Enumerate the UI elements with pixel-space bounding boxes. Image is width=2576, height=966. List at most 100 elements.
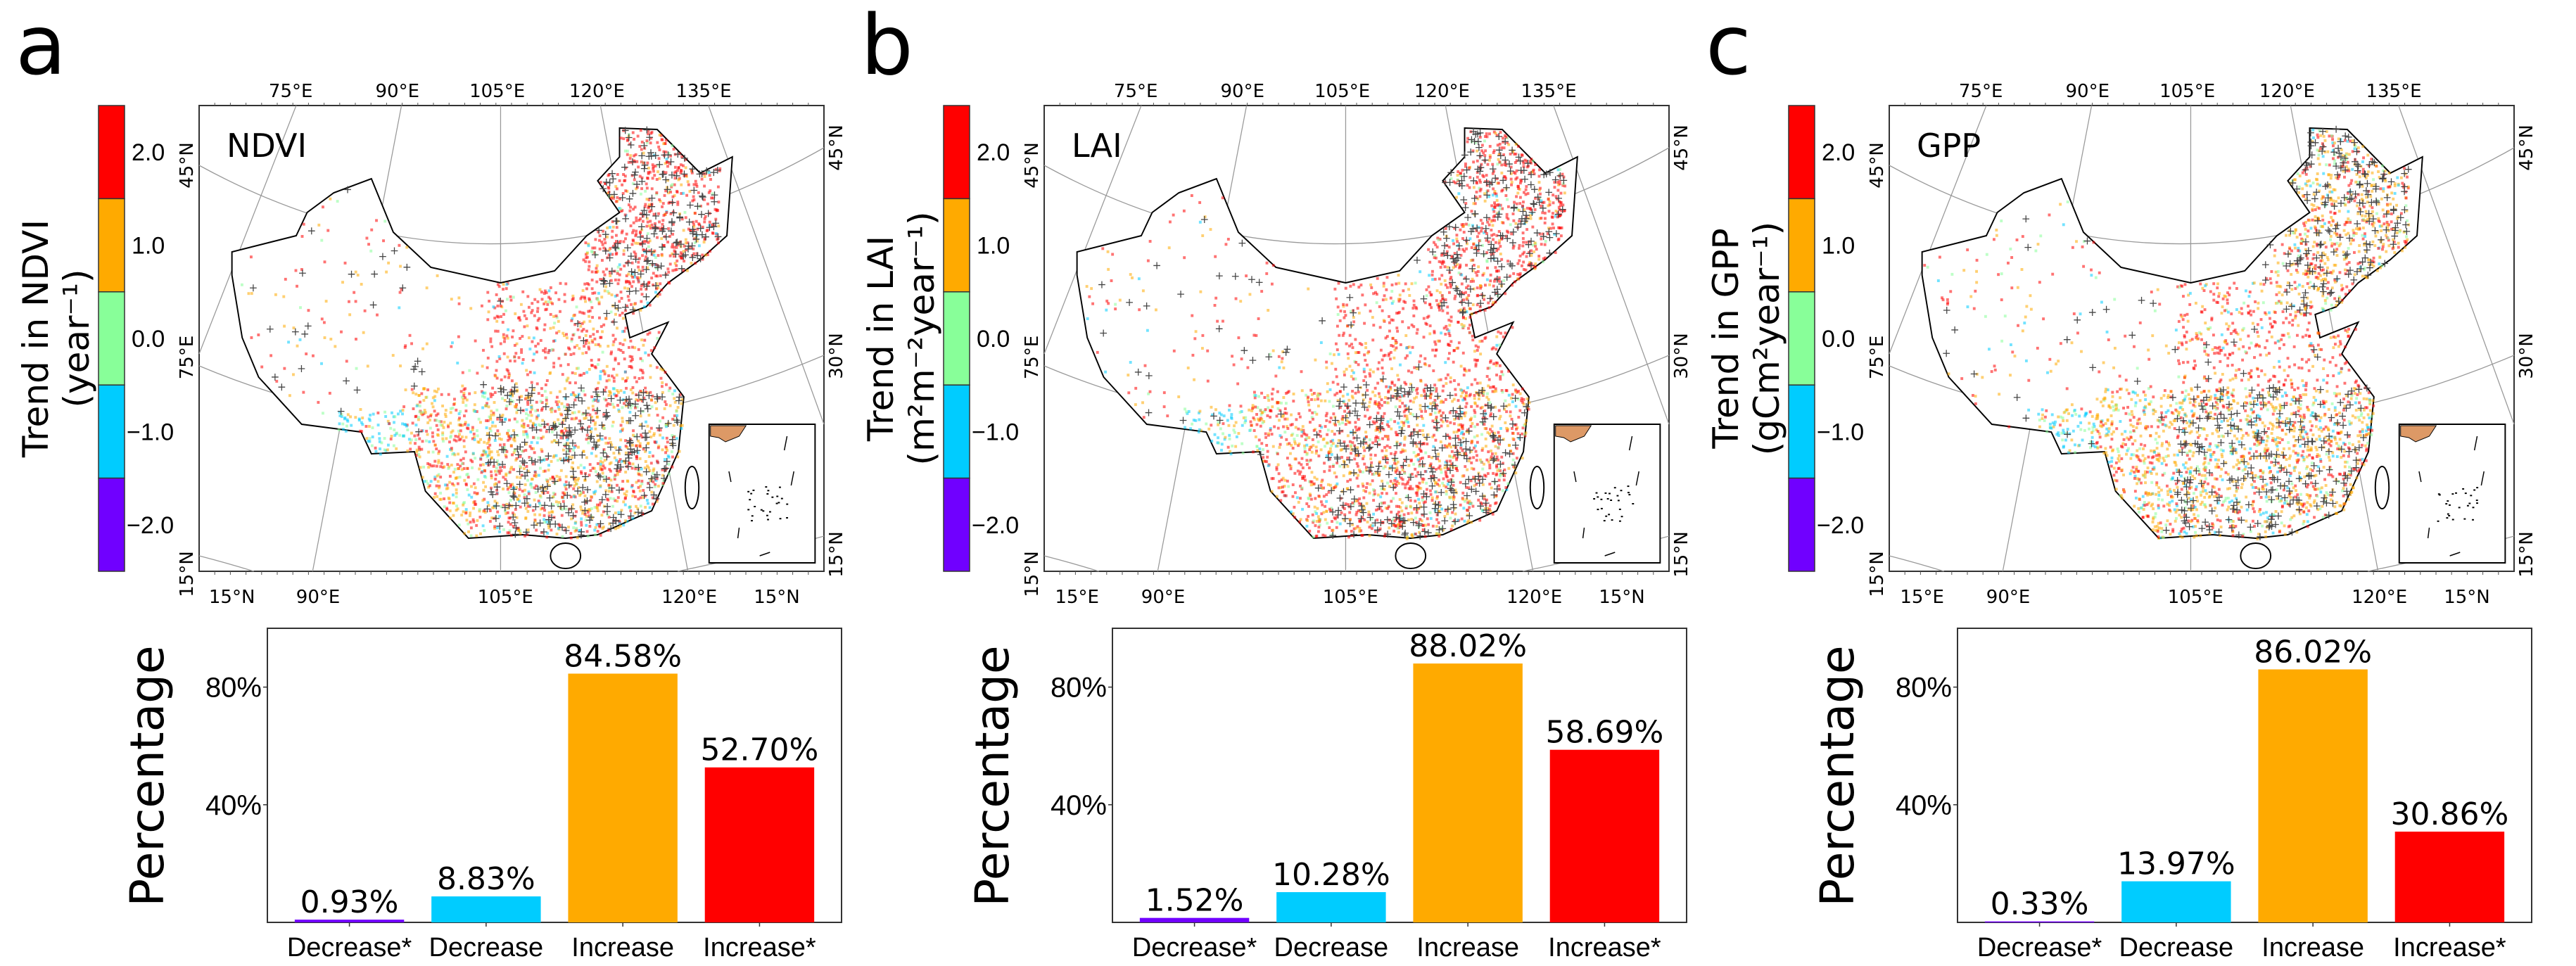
trend-pixel (580, 471, 583, 475)
trend-pixel (500, 505, 503, 509)
significance-cross (511, 383, 519, 391)
trend-pixel (507, 531, 511, 535)
trend-pixel (1457, 417, 1460, 420)
trend-pixel (1446, 286, 1449, 289)
trend-pixel (493, 390, 497, 394)
trend-pixel (1441, 389, 1445, 393)
trend-pixel (1398, 443, 1402, 446)
trend-pixel (652, 433, 656, 437)
trend-pixel (1450, 462, 1454, 466)
trend-pixel (1472, 456, 1476, 459)
trend-pixel (1333, 433, 1336, 436)
significance-cross (638, 152, 646, 160)
trend-pixel (1392, 518, 1395, 521)
trend-pixel (1463, 414, 1466, 418)
trend-pixel (407, 438, 411, 441)
trend-pixel (493, 439, 497, 442)
trend-pixel (450, 431, 453, 434)
trend-pixel (1525, 397, 1529, 400)
trend-pixel (589, 430, 592, 433)
trend-pixel (515, 411, 519, 414)
trend-pixel (1513, 280, 1516, 284)
trend-pixel (572, 314, 576, 317)
trend-pixel (616, 500, 619, 503)
significance-cross (675, 397, 683, 405)
trend-pixel (462, 445, 466, 448)
trend-pixel (1289, 510, 1293, 514)
trend-pixel (455, 488, 458, 492)
trend-pixel (633, 434, 637, 438)
trend-pixel (507, 369, 510, 373)
trend-pixel (393, 433, 397, 437)
trend-pixel (415, 448, 419, 452)
trend-pixel (557, 319, 560, 323)
trend-pixel (465, 473, 469, 476)
trend-pixel (1323, 462, 1326, 465)
trend-pixel (1129, 361, 1132, 364)
trend-pixel (1481, 174, 1485, 177)
trend-pixel (1376, 412, 1380, 415)
trend-pixel (1384, 507, 1388, 510)
trend-pixel (499, 466, 502, 469)
trend-pixel (1348, 344, 1351, 348)
trend-pixel (307, 309, 310, 312)
trend-pixel (575, 483, 578, 485)
significance-cross (602, 413, 610, 421)
trend-pixel (652, 272, 655, 275)
trend-pixel (621, 229, 624, 233)
trend-pixel (1509, 165, 1513, 169)
trend-pixel (573, 529, 577, 533)
trend-pixel (1442, 384, 1445, 388)
trend-pixel (657, 157, 661, 160)
trend-pixel (436, 495, 439, 498)
trend-pixel (545, 430, 548, 433)
trend-pixel (666, 440, 669, 444)
trend-pixel (1371, 316, 1374, 319)
trend-pixel (714, 167, 718, 171)
trend-pixel (1369, 457, 1373, 461)
trend-pixel (624, 166, 628, 170)
trend-pixel (610, 293, 614, 297)
trend-pixel (1552, 227, 1555, 229)
trend-pixel (568, 445, 571, 448)
trend-pixel (621, 317, 625, 320)
trend-pixel (445, 455, 449, 458)
significance-cross (612, 217, 620, 225)
trend-pixel (544, 487, 547, 490)
trend-pixel (573, 411, 576, 414)
trend-pixel (1498, 343, 1502, 347)
trend-pixel (647, 129, 650, 133)
trend-pixel (1406, 407, 1409, 410)
significance-cross (642, 293, 650, 300)
trend-pixel (525, 317, 528, 320)
trend-pixel (1143, 364, 1147, 367)
trend-pixel (1511, 463, 1514, 466)
trend-pixel (565, 379, 569, 383)
trend-pixel (644, 189, 647, 193)
trend-pixel (1420, 409, 1423, 413)
trend-pixel (538, 466, 542, 470)
trend-pixel (588, 319, 592, 323)
trend-pixel (518, 500, 521, 503)
trend-pixel (655, 407, 659, 410)
trend-pixel (1537, 174, 1541, 178)
trend-pixel (564, 457, 568, 459)
trend-pixel (602, 526, 605, 528)
trend-pixel (1400, 465, 1404, 469)
trend-pixel (401, 412, 404, 416)
significance-cross (624, 244, 631, 252)
significance-cross (627, 445, 635, 453)
significance-cross (606, 279, 614, 287)
significance-cross (672, 239, 680, 247)
trend-pixel (644, 460, 647, 463)
trend-pixel (1368, 400, 1371, 404)
trend-pixel (621, 209, 624, 212)
trend-pixel (1554, 195, 1558, 198)
trend-pixel (442, 426, 445, 429)
trend-pixel (675, 409, 678, 413)
trend-pixel (583, 312, 586, 315)
trend-pixel (1472, 186, 1476, 189)
trend-pixel (503, 337, 507, 341)
trend-pixel (538, 502, 541, 505)
trend-pixel (1336, 383, 1340, 386)
